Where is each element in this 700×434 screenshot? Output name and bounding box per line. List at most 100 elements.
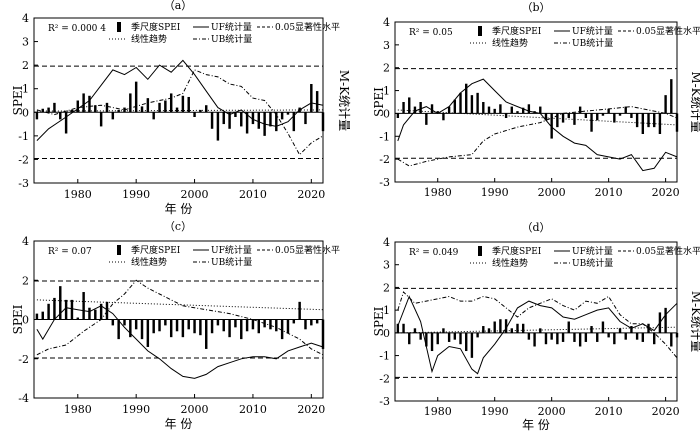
spei-bar <box>105 301 109 320</box>
spei-bar <box>647 113 650 128</box>
spei-bar <box>222 319 225 332</box>
spei-bar <box>164 100 167 113</box>
spei-bar <box>292 112 296 132</box>
spei-bar <box>82 292 85 320</box>
r2-label: R² = 0.000 4 <box>48 24 106 34</box>
spei-bar <box>53 297 56 320</box>
spei-bar <box>601 113 605 116</box>
spei-bar <box>117 319 120 340</box>
y-tick-label: 2 <box>383 281 390 294</box>
spei-bar <box>607 332 610 338</box>
spei-bar <box>134 81 138 113</box>
spei-bar <box>205 105 208 113</box>
spei-bar <box>286 112 290 115</box>
spei-bar <box>601 321 605 333</box>
spei-bar <box>510 106 513 114</box>
spei-bar <box>193 319 196 334</box>
spei-bar <box>504 319 508 333</box>
legend-spei: 季尺度SPEI <box>492 245 542 257</box>
spei-bar <box>187 96 190 113</box>
legend-uf: UF统计量 <box>211 21 252 33</box>
chart-panel-3: （c） -4 -2 0 2 4 1980 1990 2000 2010 2020 R² = 0.07 季… <box>11 220 340 431</box>
spei-bar <box>70 109 74 113</box>
spei-bar <box>275 319 278 332</box>
y2-axis-label: M-K统计量 <box>689 291 700 352</box>
spei-bar <box>35 112 39 120</box>
chart-panel-4: （d） -3 -2 -1 0 1 2 3 4 1980 1990 2000 2010 2020 R² = 0… <box>372 221 700 432</box>
spei-bar <box>573 113 576 125</box>
spei-bar <box>280 112 284 120</box>
y-tick-label: 0 <box>383 107 390 120</box>
x-tick-label: 2020 <box>652 405 680 418</box>
spei-bar <box>396 113 400 118</box>
y-tick-label: 4 <box>383 236 390 249</box>
spei-bar <box>544 332 548 345</box>
spei-bar <box>216 319 220 326</box>
spei-bar <box>618 328 622 333</box>
spei-bar <box>521 323 525 333</box>
spei-bar <box>442 328 445 333</box>
spei-bar <box>556 113 559 128</box>
spei-bar <box>402 102 405 114</box>
spei-bar <box>105 102 109 113</box>
spei-bar <box>624 332 627 340</box>
spei-bar <box>164 319 167 326</box>
spei-bar <box>228 112 231 129</box>
spei-bar <box>181 95 185 113</box>
spei-bar <box>234 319 237 328</box>
spei-bar <box>310 84 313 113</box>
spei-bar <box>567 321 570 333</box>
y-tick-label: 3 <box>383 39 390 52</box>
spei-bar <box>556 332 559 345</box>
legend-sig: 0.05显著性水平 <box>636 25 700 37</box>
spei-bar <box>482 326 485 333</box>
spei-bar <box>630 326 633 333</box>
uf-line <box>36 59 324 141</box>
x-tick-label: 1990 <box>481 405 509 418</box>
spei-bar <box>286 319 290 334</box>
ub-line <box>36 69 324 156</box>
spei-bar <box>240 112 243 127</box>
spei-bar <box>635 332 639 340</box>
spei-bar <box>251 319 255 330</box>
spei-bar <box>257 112 261 129</box>
y-tick-label: -3 <box>379 395 390 408</box>
legend-sig: 0.05显著性水平 <box>275 21 340 33</box>
spei-bar <box>111 112 115 120</box>
spei-bar <box>476 92 479 114</box>
legend-trend: 线性趋势 <box>492 257 528 269</box>
spei-bar <box>321 112 325 132</box>
x-tick-label: 1990 <box>481 186 509 199</box>
trend-line <box>397 326 678 334</box>
r2-label: R² = 0.07 <box>48 247 92 257</box>
spei-bar <box>396 323 400 333</box>
x-tick-label: 2000 <box>538 405 566 418</box>
legend-trend: 线性趋势 <box>131 256 167 268</box>
spei-bar <box>269 319 272 330</box>
spei-bar <box>613 332 616 345</box>
x-tick-label: 1980 <box>424 405 452 418</box>
spei-bar <box>99 303 103 320</box>
legend-sig: 0.05显著性水平 <box>636 245 700 257</box>
spei-bar <box>199 319 202 336</box>
ub-line <box>397 291 678 359</box>
spei-bar <box>35 313 39 320</box>
spei-bar <box>453 332 457 340</box>
legend-spei: 季尺度SPEI <box>131 244 181 256</box>
legend-swatch-spei <box>478 26 482 36</box>
y-tick-label: 3 <box>383 259 390 272</box>
spei-bar <box>187 319 190 330</box>
spei-bar <box>129 319 132 338</box>
y2-axis-label: M-K统计量 <box>689 71 700 132</box>
spei-bar <box>453 99 457 114</box>
spei-bar <box>245 112 249 134</box>
spei-bar <box>664 307 667 333</box>
spei-bar <box>76 100 80 113</box>
spei-bar <box>527 332 531 340</box>
spei-bar <box>146 98 150 113</box>
spei-bar <box>499 104 502 114</box>
y-tick-label: -1 <box>379 350 390 363</box>
x-axis-label: 年 份 <box>165 202 193 216</box>
spei-bar <box>123 319 126 326</box>
